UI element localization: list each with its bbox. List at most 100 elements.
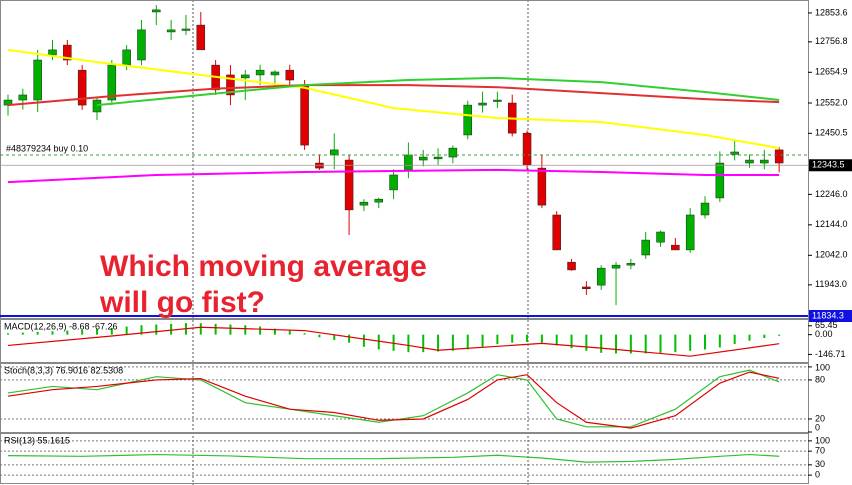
- macd-bar: [629, 334, 632, 354]
- candle-body: [196, 24, 206, 51]
- candle-body: [656, 231, 665, 243]
- y-tick-label: 12552.0: [815, 97, 848, 107]
- y-tick-label: 100: [815, 435, 830, 445]
- indicator-line: [7, 168, 780, 184]
- y-tick-label: 12042.0: [815, 250, 848, 260]
- y-tick-label: 0.00: [815, 329, 833, 339]
- candle-body: [122, 49, 131, 66]
- macd-bar: [659, 334, 662, 353]
- y-tick-label: 70: [815, 446, 825, 456]
- macd-bar: [7, 333, 9, 335]
- macd-bar: [481, 334, 484, 347]
- macd-bar: [36, 331, 39, 335]
- candle-body: [745, 159, 754, 164]
- indicator-line: [7, 371, 780, 429]
- macd-bar: [348, 334, 351, 343]
- macd-bar: [540, 334, 543, 343]
- panel-title: Stoch(8,3,3) 76.9016 82.5308: [4, 365, 123, 375]
- macd-bar: [466, 334, 469, 350]
- candle-body: [137, 29, 146, 61]
- candle-body: [181, 28, 191, 31]
- candle-body: [33, 59, 42, 101]
- y-tick-label: 65.45: [815, 320, 838, 330]
- macd-bar: [66, 330, 69, 335]
- candle-body: [493, 99, 502, 102]
- y-tick-label: 12756.8: [815, 36, 848, 46]
- macd-bar: [615, 334, 618, 354]
- y-tick-label: -146.71: [815, 349, 846, 359]
- macd-bar: [718, 334, 721, 348]
- macd-bar: [526, 334, 529, 343]
- panel-frame: [0, 433, 809, 484]
- y-tick-label: 12654.9: [815, 67, 848, 77]
- candle-body: [241, 74, 250, 79]
- macd-bar: [555, 334, 558, 346]
- macd-bar: [125, 326, 128, 335]
- macd-bar: [21, 332, 24, 335]
- candle-body: [330, 149, 339, 156]
- candle-body: [596, 267, 606, 286]
- macd-bar: [704, 334, 707, 350]
- macd-bar: [451, 334, 454, 351]
- panel-frame: [0, 0, 809, 319]
- y-tick-label: 12144.0: [815, 219, 848, 229]
- candle-body: [537, 167, 547, 206]
- macd-bar: [140, 325, 143, 335]
- macd-bar: [110, 327, 113, 335]
- y-tick-label: 20: [815, 413, 825, 423]
- macd-bar: [674, 334, 677, 353]
- macd-bar: [763, 334, 766, 339]
- candle-body: [18, 94, 28, 101]
- indicator-line: [96, 76, 780, 107]
- last-price-box: [809, 159, 852, 172]
- candle-body: [285, 69, 295, 81]
- macd-bar: [155, 324, 158, 335]
- candle-body: [463, 104, 472, 136]
- macd-bar: [170, 323, 173, 335]
- candle-body: [685, 214, 695, 251]
- candle-body: [552, 214, 561, 251]
- macd-bar: [333, 334, 336, 341]
- indicator-line: [7, 453, 780, 463]
- candle-body: [715, 162, 725, 199]
- y-tick-label: 30: [815, 459, 825, 469]
- y-tick-label: 11943.0: [815, 279, 847, 289]
- panel-title: RSI(13) 55.1615: [4, 435, 70, 445]
- candle-body: [730, 151, 739, 155]
- candle-body: [760, 159, 769, 164]
- macd-bar: [511, 334, 514, 343]
- candle-body: [522, 132, 532, 166]
- macd-bar: [689, 334, 692, 351]
- candle-body: [255, 69, 265, 76]
- candle-body: [478, 102, 487, 106]
- macd-bar: [748, 334, 751, 341]
- macd-bar: [422, 334, 425, 353]
- candle-body: [300, 84, 309, 146]
- candle-body: [92, 99, 102, 113]
- panel-frame: [0, 319, 809, 363]
- macd-bar: [81, 329, 84, 335]
- candle-body: [700, 202, 710, 216]
- y-tick-label: 12450.5: [815, 128, 848, 138]
- macd-bar: [229, 324, 232, 335]
- last-price-label: 12343.5: [812, 160, 845, 170]
- candle-body: [63, 44, 72, 61]
- macd-bar: [214, 323, 217, 335]
- macd-bar: [570, 334, 573, 349]
- macd-bar: [407, 334, 410, 353]
- macd-bar: [259, 326, 262, 335]
- candle-body: [671, 244, 680, 251]
- order-label: #48379234 buy 0.10: [6, 143, 88, 153]
- candle-body: [611, 264, 621, 269]
- macd-bar: [288, 330, 291, 335]
- macd-bar: [273, 328, 276, 335]
- candle-body: [107, 64, 117, 101]
- candle-body: [418, 156, 428, 161]
- macd-bar: [318, 334, 321, 338]
- macd-bar: [95, 329, 98, 335]
- indicator-line: [7, 48, 780, 150]
- candle-body: [389, 174, 398, 191]
- macd-bar: [496, 334, 499, 345]
